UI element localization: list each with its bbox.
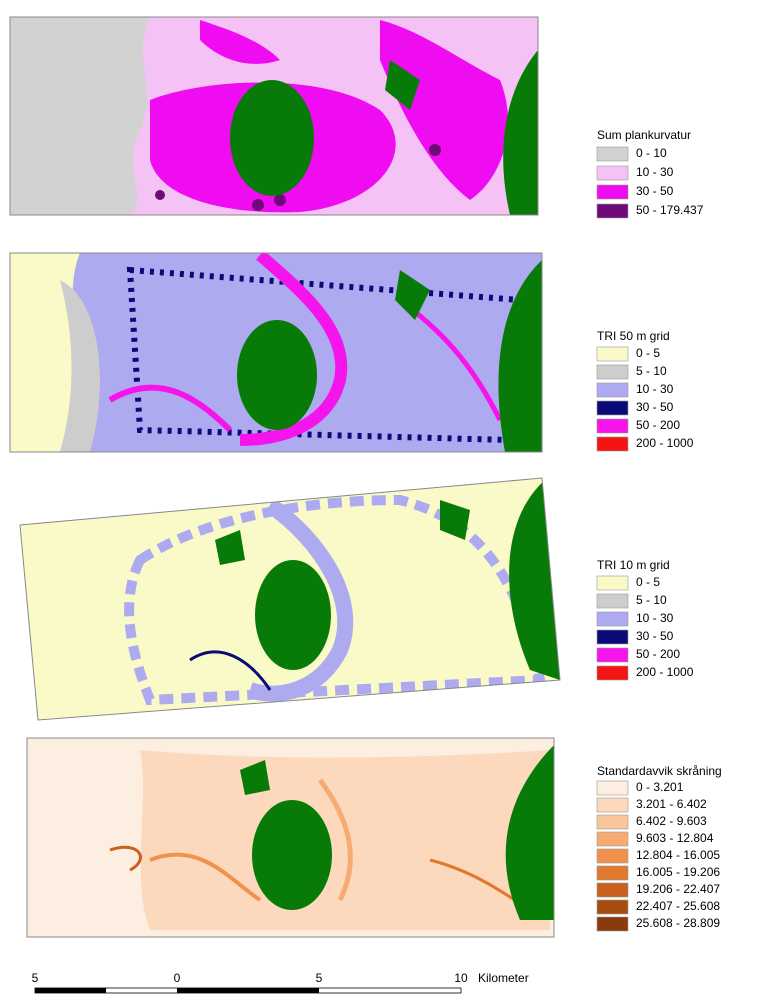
legend-swatch <box>597 576 628 590</box>
map-standardavvik <box>27 738 554 937</box>
legend-label: 30 - 50 <box>636 400 674 414</box>
legend-label: 16.005 - 19.206 <box>636 865 720 879</box>
scale-unit: Kilometer <box>478 971 529 985</box>
legend-swatch <box>597 798 628 812</box>
legend-swatch <box>597 612 628 626</box>
legend-label: 3.201 - 6.402 <box>636 797 707 811</box>
map-tri-50 <box>10 253 542 452</box>
legend-swatch <box>597 815 628 829</box>
legend-label: 25.608 - 28.809 <box>636 916 720 930</box>
legend-swatch <box>597 147 628 161</box>
map-tri-10 <box>15 475 565 725</box>
legend-label: 30 - 50 <box>636 184 674 198</box>
legend-title: TRI 50 m grid <box>597 329 670 343</box>
legend-label: 200 - 1000 <box>636 665 694 679</box>
legend-swatch <box>597 832 628 846</box>
scale-label: 5 <box>32 971 39 985</box>
legend-label: 10 - 30 <box>636 382 674 396</box>
legend-swatch <box>597 419 628 433</box>
legend-label: 0 - 10 <box>636 146 667 160</box>
legend-swatch <box>597 630 628 644</box>
legend-label: 9.603 - 12.804 <box>636 831 714 845</box>
legend-label: 0 - 5 <box>636 346 660 360</box>
legend-label: 19.206 - 22.407 <box>636 882 720 896</box>
legend-title: Standardavvik skråning <box>597 764 722 778</box>
legend-label: 10 - 30 <box>636 611 674 625</box>
legend-label: 10 - 30 <box>636 165 674 179</box>
legend-swatch <box>597 849 628 863</box>
legend-swatch <box>597 666 628 680</box>
legend-swatch <box>597 204 628 218</box>
scale-segment <box>35 988 106 993</box>
legend-swatch <box>597 365 628 379</box>
legend-swatch <box>597 401 628 415</box>
legend-swatch <box>597 437 628 451</box>
scale-bar: 5 0 5 10 Kilometer <box>32 971 529 993</box>
legend-title: Sum plankurvatur <box>597 128 691 142</box>
legend-label: 22.407 - 25.608 <box>636 899 720 913</box>
legend-swatch <box>597 166 628 180</box>
legends: Sum plankurvatur 0 - 10 10 - 30 30 - 50 50 -… <box>597 128 722 931</box>
legend-label: 50 - 200 <box>636 647 680 661</box>
legend-swatch <box>597 866 628 880</box>
legend-swatch <box>597 883 628 897</box>
scale-label: 0 <box>174 971 181 985</box>
legend-label: 200 - 1000 <box>636 436 694 450</box>
map-sum-plankurvatur <box>10 17 538 215</box>
legend-label: 30 - 50 <box>636 629 674 643</box>
legend-swatch <box>597 648 628 662</box>
scale-label: 5 <box>316 971 323 985</box>
legend-label: 5 - 10 <box>636 364 667 378</box>
figure: Sum plankurvatur0 - 1010 - 3030 - 5050 -… <box>0 0 757 994</box>
legend-label: 0 - 3.201 <box>636 780 684 794</box>
scale-label: 10 <box>454 971 468 985</box>
legend-swatch <box>597 383 628 397</box>
scale-segment <box>177 988 319 993</box>
legend-title: TRI 10 m grid <box>597 558 670 572</box>
legend-label: 5 - 10 <box>636 593 667 607</box>
legend-swatch <box>597 900 628 914</box>
legend-swatch <box>597 781 628 795</box>
legend-label: 12.804 - 16.005 <box>636 848 720 862</box>
legend-swatch <box>597 594 628 608</box>
legend-label: 0 - 5 <box>636 575 660 589</box>
legend-swatch <box>597 185 628 199</box>
legend-label: 50 - 200 <box>636 418 680 432</box>
legend-label: 50 - 179.437 <box>636 203 704 217</box>
legend-swatch <box>597 347 628 361</box>
legend-label: 6.402 - 9.603 <box>636 814 707 828</box>
legend-swatch <box>597 917 628 931</box>
